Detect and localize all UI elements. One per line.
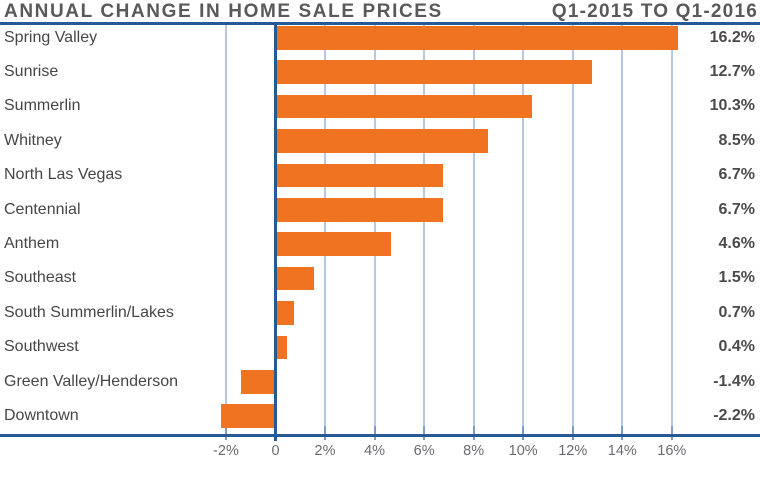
gridline [224,25,227,434]
gridline [522,25,525,434]
x-tick-label: -2% [213,443,239,459]
category-label: Southwest [4,338,79,356]
bar [277,26,679,50]
axis-tick [472,426,475,440]
axis-tick [373,426,376,440]
zero-axis-line [274,22,277,441]
category-label: Centennial [4,200,81,218]
axis-tick [324,426,327,440]
bar [277,301,295,325]
value-label: -2.2% [713,407,755,425]
value-label: 12.7% [709,63,755,81]
value-label: 0.4% [718,338,755,356]
bar [277,335,287,360]
gridline [571,25,574,434]
x-tick-label: 14% [607,443,637,459]
x-tick-label: 10% [508,443,538,459]
axis-tick [224,426,227,440]
x-tick-label: 16% [657,443,687,459]
chart-title: ANNUAL CHANGE IN HOME SALE PRICES [4,1,443,22]
gridline [670,25,673,434]
bar [277,94,533,119]
value-label: 6.7% [718,200,755,218]
top-rule [0,22,760,25]
bar [277,266,315,291]
x-tick-label: 6% [413,443,435,459]
axis-tick [423,426,426,440]
category-label: Green Valley/Henderson [4,372,179,390]
value-label: 1.5% [718,269,755,287]
value-label: 4.6% [718,235,755,253]
gridline [621,25,624,434]
axis-tick [621,426,624,440]
value-label: 8.5% [718,131,755,149]
bar [277,60,592,84]
x-tick-label: 4% [364,443,386,459]
category-label: Southeast [4,269,77,287]
bar [277,129,488,153]
x-tick-label: 8% [463,443,485,459]
axis-tick [670,426,673,440]
category-label: Summerlin [4,97,81,115]
value-label: 0.7% [718,303,755,321]
category-label: North Las Vegas [4,166,123,184]
value-label: -1.4% [713,372,755,390]
gridline [373,25,376,434]
bar [277,198,443,222]
x-tick-label: 2% [314,443,336,459]
category-label: Spring Valley [4,28,98,46]
bar [240,370,276,394]
bar [221,404,276,428]
bar [277,232,391,256]
gridline [423,25,426,434]
x-tick-label: 12% [558,443,588,459]
gridline [472,25,475,434]
chart-subtitle: Q1-2015 TO Q1-2016 [551,1,758,22]
value-label: 10.3% [709,97,755,115]
value-label: 16.2% [709,28,755,46]
bottom-rule [0,434,760,437]
axis-tick [522,426,525,440]
value-label: 6.7% [718,166,755,184]
bar [277,163,443,188]
category-label: Downtown [4,407,79,425]
category-label: Whitney [4,131,62,149]
category-label: Sunrise [4,63,59,81]
category-label: South Summerlin/Lakes [4,303,174,321]
gridline [324,25,327,434]
category-label: Anthem [4,235,60,253]
x-tick-label: 0 [271,443,280,459]
axis-tick [571,426,574,440]
